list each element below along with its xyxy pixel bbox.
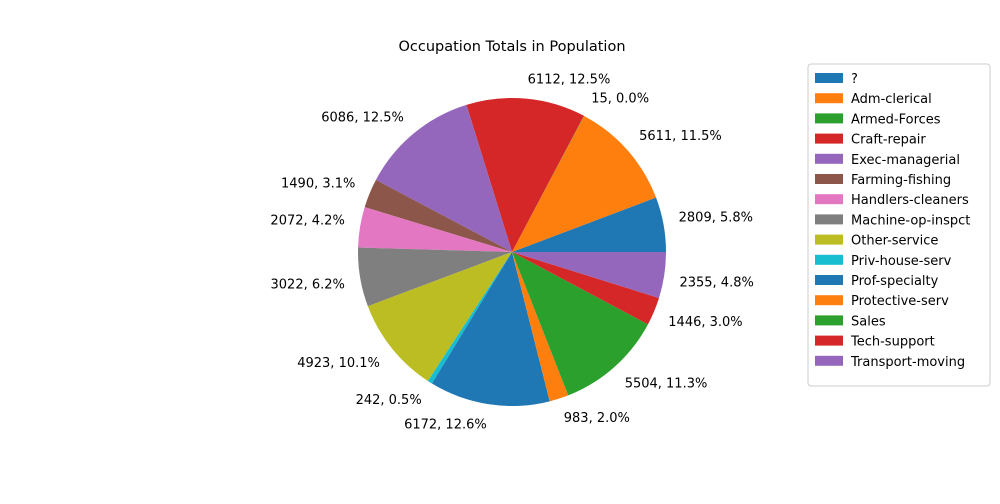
pie-slice-sales bbox=[512, 252, 648, 396]
legend-label-exec-managerial: Exec-managerial bbox=[851, 153, 960, 168]
pie-slice-machine-op-inspct bbox=[358, 247, 512, 307]
legend-label-protective-serv: Protective-serv bbox=[851, 294, 949, 309]
data-label-protective-serv: 983, 2.0% bbox=[564, 411, 630, 426]
pie-slice-armed-forces bbox=[512, 115, 585, 252]
legend-swatch-unknown bbox=[815, 73, 843, 83]
data-label-adm-clerical: 5611, 11.5% bbox=[639, 129, 722, 144]
pie-slice-farming-fishing bbox=[364, 179, 512, 252]
legend: ? Adm-clerical Armed-Forces Craft-repair… bbox=[807, 63, 991, 387]
pie-slice-other-service bbox=[367, 252, 512, 382]
data-label-unknown: 2809, 5.8% bbox=[679, 211, 753, 226]
data-label-armed-forces: 15, 0.0% bbox=[591, 91, 649, 106]
legend-label-tech-support: Tech-support bbox=[850, 335, 935, 350]
data-label-handlers-cleaners: 2072, 4.2% bbox=[270, 214, 344, 229]
data-label-craft-repair: 6112, 12.5% bbox=[528, 72, 611, 87]
legend-swatch-handlers-cleaners bbox=[815, 194, 843, 205]
legend-swatch-exec-managerial bbox=[815, 153, 843, 164]
pie-slice-tech-support bbox=[512, 252, 659, 325]
legend-label-prof-specialty: Prof-specialty bbox=[851, 274, 939, 289]
pie-slice-unknown bbox=[512, 197, 666, 252]
data-label-tech-support: 1446, 3.0% bbox=[668, 315, 742, 330]
data-label-transport-moving: 2355, 4.8% bbox=[679, 275, 753, 290]
legend-label-farming-fishing: Farming-fishing bbox=[851, 173, 951, 188]
data-label-prof-specialty: 6172, 12.6% bbox=[404, 417, 487, 432]
pie-slice-exec-managerial bbox=[375, 104, 512, 252]
legend-label-armed-forces: Armed-Forces bbox=[851, 112, 941, 127]
legend-label-other-service: Other-service bbox=[851, 234, 938, 249]
pie-slices bbox=[358, 98, 666, 406]
legend-label-handlers-cleaners: Handlers-cleaners bbox=[851, 193, 969, 208]
pie-slice-protective-serv bbox=[512, 252, 569, 402]
legend-swatch-transport-moving bbox=[815, 355, 843, 366]
data-label-sales: 5504, 11.3% bbox=[625, 376, 708, 391]
legend-swatch-craft-repair bbox=[815, 133, 843, 144]
legend-label-transport-moving: Transport-moving bbox=[850, 355, 965, 370]
data-label-farming-fishing: 1490, 3.1% bbox=[281, 176, 355, 191]
legend-swatch-adm-clerical bbox=[815, 93, 843, 104]
legend-swatch-priv-house-serv bbox=[815, 254, 843, 265]
legend-label-unknown: ? bbox=[851, 72, 858, 87]
pie-slice-craft-repair bbox=[466, 98, 584, 252]
pie-slice-priv-house-serv bbox=[427, 252, 512, 384]
data-label-machine-op-inspct: 3022, 6.2% bbox=[271, 278, 345, 293]
pie-slice-prof-specialty bbox=[431, 252, 550, 406]
legend-frame bbox=[807, 63, 991, 387]
legend-swatch-machine-op-inspct bbox=[815, 214, 843, 225]
legend-label-machine-op-inspct: Machine-op-inspct bbox=[851, 213, 970, 228]
pie-slice-transport-moving bbox=[512, 252, 666, 298]
chart-title: Occupation Totals in Population bbox=[398, 39, 625, 55]
legend-label-craft-repair: Craft-repair bbox=[851, 133, 926, 148]
legend-swatch-farming-fishing bbox=[815, 174, 843, 184]
legend-swatch-protective-serv bbox=[815, 295, 843, 306]
legend-label-sales: Sales bbox=[851, 314, 886, 329]
legend-swatch-tech-support bbox=[815, 335, 843, 346]
pie-slice-adm-clerical bbox=[512, 115, 657, 252]
data-label-other-service: 4923, 10.1% bbox=[297, 356, 380, 371]
data-label-exec-managerial: 6086, 12.5% bbox=[321, 111, 404, 126]
legend-swatch-other-service bbox=[815, 234, 843, 245]
pie-slice-handlers-cleaners bbox=[358, 207, 512, 252]
legend-label-adm-clerical: Adm-clerical bbox=[851, 92, 932, 107]
legend-swatch-prof-specialty bbox=[815, 275, 843, 285]
legend-label-priv-house-serv: Priv-house-serv bbox=[851, 254, 952, 269]
legend-swatch-armed-forces bbox=[815, 113, 843, 124]
data-labels: 2809, 5.8% 5611, 11.5% 15, 0.0% 6112, 12.5%… bbox=[270, 72, 753, 432]
data-label-priv-house-serv: 242, 0.5% bbox=[356, 393, 422, 408]
legend-swatch-sales bbox=[815, 315, 843, 326]
